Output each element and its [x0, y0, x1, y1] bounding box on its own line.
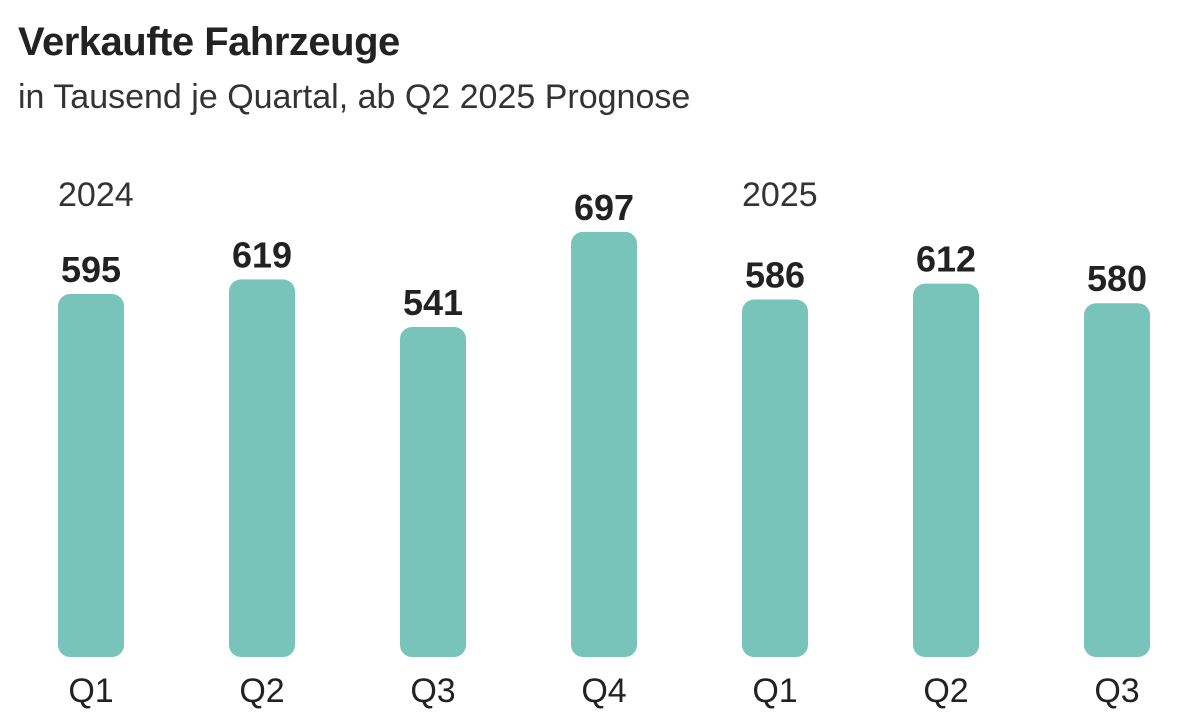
category-label: Q1: [68, 672, 113, 710]
year-label: 2024: [58, 176, 134, 214]
data-label: 697: [574, 187, 634, 228]
bar: [400, 326, 466, 657]
data-label: 541: [403, 282, 463, 323]
data-label: 595: [61, 249, 121, 290]
category-label: Q1: [752, 672, 797, 710]
data-label: 580: [1087, 258, 1147, 299]
category-label: Q2: [923, 672, 968, 710]
bar: [58, 294, 124, 657]
category-label: Q3: [410, 672, 455, 710]
category-label: Q3: [1094, 672, 1139, 710]
data-label: 619: [232, 234, 292, 275]
year-label: 2025: [742, 176, 818, 214]
bar: [913, 283, 979, 657]
category-label: Q2: [239, 672, 284, 710]
bar: [742, 299, 808, 657]
chart-title: Verkaufte Fahrzeuge: [18, 20, 400, 64]
category-label: Q4: [581, 672, 626, 710]
bar: [229, 279, 295, 657]
chart-subtitle: in Tausend je Quartal, ab Q2 2025 Progno…: [18, 78, 691, 116]
data-label: 586: [745, 255, 805, 296]
data-label: 612: [916, 239, 976, 280]
bar: [1084, 303, 1150, 657]
bar: [571, 231, 637, 657]
